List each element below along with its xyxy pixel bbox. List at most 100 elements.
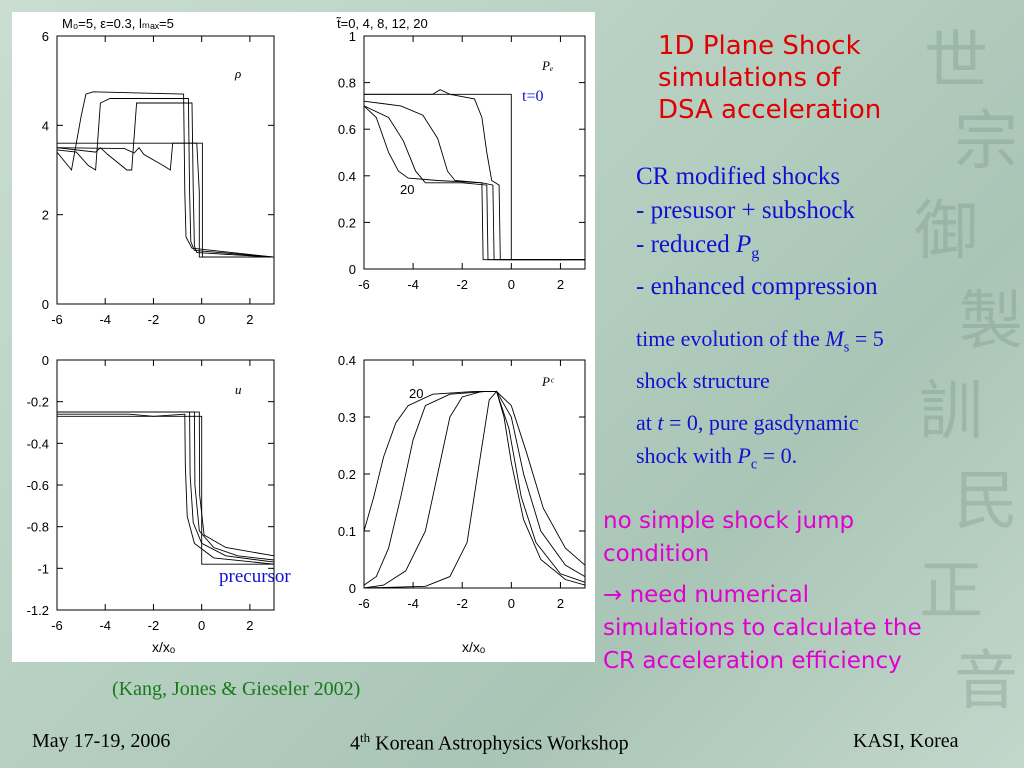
- series-line-1: [364, 89, 585, 261]
- precursor-label: precursor: [219, 566, 291, 587]
- title-line: DSA acceleration: [658, 95, 882, 125]
- x-tick-label: -6: [358, 596, 370, 611]
- x-tick-label: 0: [198, 312, 205, 327]
- cr-line: - reduced Pg: [636, 231, 760, 262]
- x-tick-label: -2: [456, 596, 468, 611]
- x-tick-label: -2: [148, 618, 160, 633]
- time-label: 20: [400, 182, 414, 197]
- cr-line: - presusor + subshock: [636, 197, 855, 224]
- cr-modified-text: CR modified shocks - presusor + subshock…: [636, 160, 878, 304]
- y-tick-label: 0: [42, 353, 49, 368]
- xlabel-left: x/xₒ: [152, 639, 175, 655]
- y-tick-label: 0.1: [338, 524, 356, 539]
- x-tick-label: 0: [198, 618, 205, 633]
- y-tick-label: 0.3: [338, 410, 356, 425]
- series-line-1: [56, 142, 274, 258]
- series-line-3: [56, 98, 275, 258]
- citation: (Kang, Jones & Gieseler 2002): [112, 678, 361, 700]
- series-line-3: [57, 411, 275, 561]
- slide-title: 1D Plane Shock simulations of DSA accele…: [658, 30, 958, 126]
- cr-line: - enhanced compression: [636, 273, 878, 300]
- series-line-2: [56, 102, 275, 258]
- x-tick-label: 0: [508, 277, 515, 292]
- series-line-2: [57, 411, 275, 563]
- series-line-4: [363, 390, 586, 566]
- x-tick-label: 2: [557, 596, 564, 611]
- chart-panel-2: -6 -4 -2 0 2 0 -0.2 -0.4 -0.6 -0.8 -1 -1.2 u: [27, 353, 275, 633]
- series-line-1: [57, 413, 275, 565]
- background-calligraphy: 世 宗 御 製 訓 民 正 音: [914, 25, 1023, 719]
- y-tick-label: -1: [37, 561, 49, 576]
- need-simulations-text: → need numerical simulations to calculat…: [603, 582, 922, 674]
- x-tick-label: -4: [99, 312, 111, 327]
- y-tick-label: 0.6: [338, 122, 356, 137]
- pg-subscript: g: [751, 244, 760, 262]
- footer-place: KASI, Korea: [853, 730, 959, 752]
- panel-title: u: [235, 382, 242, 397]
- cr-line: CR modified shocks: [636, 163, 841, 190]
- title-line: simulations of: [658, 63, 841, 93]
- y-tick-label: 0: [349, 581, 356, 596]
- series-line-3: [363, 105, 585, 261]
- series-line-4: [363, 105, 585, 261]
- y-tick-label: 6: [42, 29, 49, 44]
- footer-workshop: 4th Korean Astrophysics Workshop: [350, 730, 629, 755]
- chart-panel-0: -6 -4 -2 0 2 0 2 4 6 ρ: [42, 29, 275, 327]
- x-tick-label: 0: [508, 596, 515, 611]
- x-tick-label: -4: [407, 596, 419, 611]
- header-params: M₀=5, ε=0.3, lₘₐₓ=5: [62, 16, 174, 31]
- y-tick-label: -0.6: [27, 478, 49, 493]
- y-tick-label: 0: [349, 262, 356, 277]
- pg-symbol: P: [735, 231, 752, 258]
- initial-condition-text: at t = 0, pure gasdynamic shock with Pc …: [636, 410, 859, 473]
- title-line: 1D Plane Shock: [658, 31, 861, 61]
- plot-frame: [56, 35, 275, 305]
- x-tick-label: 2: [246, 312, 253, 327]
- x-tick-label: -6: [358, 277, 370, 292]
- y-tick-label: 0.2: [338, 467, 356, 482]
- series-line-0: [57, 142, 274, 258]
- y-tick-label: 0.8: [338, 76, 356, 91]
- figure-panels: M₀=5, ε=0.3, lₘₐₓ=5 t̃=0, 4, 8, 12, 20 x…: [27, 16, 586, 655]
- panel-title: Pₑ: [541, 58, 553, 73]
- x-tick-label: 2: [246, 618, 253, 633]
- simulation-figure: M₀=5, ε=0.3, lₘₐₓ=5 t̃=0, 4, 8, 12, 20 x…: [12, 12, 595, 662]
- series-line-4: [57, 411, 275, 557]
- x-tick-label: -6: [51, 312, 63, 327]
- y-tick-label: 0: [42, 297, 49, 312]
- y-tick-label: 0.2: [338, 215, 356, 230]
- y-tick-label: 0.4: [338, 353, 356, 368]
- y-tick-label: 0.4: [338, 169, 356, 184]
- t0-label: t=0: [522, 88, 543, 105]
- x-tick-label: -4: [99, 618, 111, 633]
- time-label: 20: [409, 386, 423, 401]
- y-tick-label: 1: [349, 29, 356, 44]
- y-tick-label: -0.4: [27, 436, 49, 451]
- header-times: t̃=0, 4, 8, 12, 20: [336, 16, 428, 31]
- series-line-0: [364, 93, 585, 261]
- series-line-3: [363, 390, 586, 586]
- series-line-2: [363, 100, 585, 261]
- y-tick-label: 4: [42, 118, 49, 133]
- y-tick-label: -0.8: [27, 520, 49, 535]
- x-tick-label: -2: [456, 277, 468, 292]
- plot-frame: [363, 359, 586, 589]
- series-line-4: [56, 91, 275, 258]
- time-evolution-text: time evolution of the Ms = 5 shock struc…: [636, 326, 884, 394]
- x-tick-label: 2: [557, 277, 564, 292]
- x-tick-label: -6: [51, 618, 63, 633]
- y-tick-label: -0.2: [27, 395, 49, 410]
- slide-footer: May 17-19, 2006 4th Korean Astrophysics …: [0, 730, 1024, 760]
- footer-date: May 17-19, 2006: [32, 730, 171, 752]
- xlabel-right: x/xₒ: [462, 639, 485, 655]
- y-tick-label: 2: [42, 208, 49, 223]
- panel-title: Pᶜ: [541, 374, 555, 389]
- plot-frame: [363, 35, 586, 270]
- series-line-0: [57, 415, 274, 565]
- x-tick-label: -2: [148, 312, 160, 327]
- y-tick-label: -1.2: [27, 603, 49, 618]
- x-tick-label: -4: [407, 277, 419, 292]
- no-jump-condition-text: no simple shock jump condition: [603, 508, 855, 567]
